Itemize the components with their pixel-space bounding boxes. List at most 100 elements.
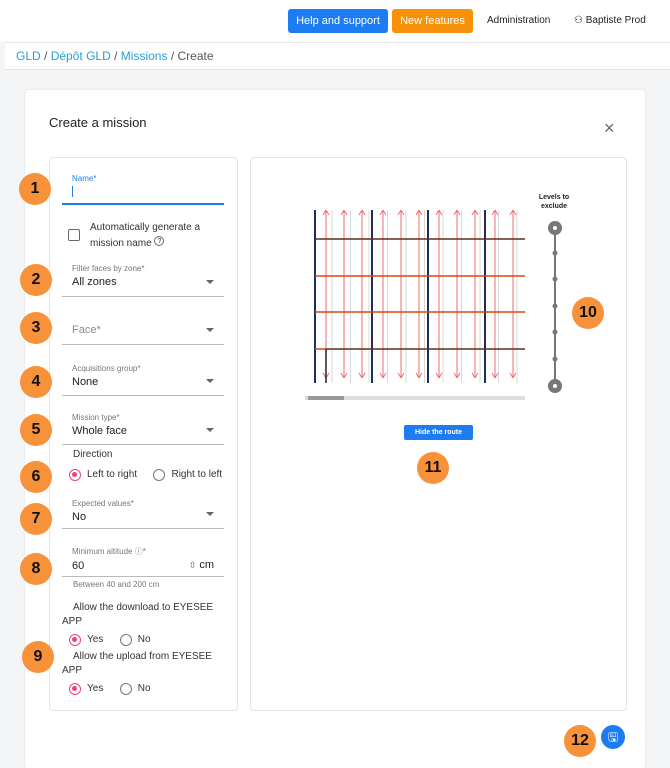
level-mark[interactable] bbox=[552, 329, 558, 335]
mission-type-select[interactable]: Mission type* Whole face bbox=[62, 413, 224, 445]
acq-group-value: None bbox=[72, 376, 99, 388]
chevron-down-icon bbox=[206, 428, 214, 432]
arrow-head bbox=[494, 209, 499, 216]
altitude-label: Minimum altitude bbox=[72, 547, 133, 556]
face-placeholder: Face* bbox=[72, 324, 101, 336]
left-to-right-label: Left to right bbox=[87, 469, 138, 481]
name-label: Name* bbox=[72, 174, 97, 183]
text-cursor bbox=[72, 186, 73, 197]
minimum-altitude-input[interactable]: Minimum altitude ⓘ* 60 ⇳ cm bbox=[62, 546, 224, 577]
top-bar: Help and support New features Administra… bbox=[0, 0, 670, 42]
help-and-support-button[interactable]: Help and support bbox=[288, 9, 388, 33]
altitude-unit: cm bbox=[199, 559, 214, 571]
zone-label: Filter faces by zone* bbox=[72, 264, 145, 273]
breadcrumb-depot[interactable]: Dépôt GLD bbox=[50, 49, 111, 63]
stepper-icon[interactable]: ⇳ bbox=[188, 560, 197, 570]
upload-no-radio[interactable] bbox=[119, 682, 132, 695]
expected-label: Expected values* bbox=[72, 499, 134, 508]
callout-badge-3: 3 bbox=[20, 312, 52, 344]
arrow-head bbox=[361, 209, 366, 216]
new-features-button[interactable]: New features bbox=[392, 9, 473, 33]
hide-route-button[interactable]: Hide the route bbox=[404, 425, 473, 440]
download-label: Allow the download to EYESEE APP bbox=[62, 602, 214, 627]
callout-badge-10: 10 bbox=[572, 297, 604, 329]
arrow-head bbox=[512, 372, 517, 379]
upload-yes-label: Yes bbox=[87, 683, 104, 695]
breadcrumb-separator: / bbox=[114, 49, 118, 63]
slider-handle-center bbox=[553, 226, 557, 230]
callout-badge-1: 1 bbox=[19, 173, 51, 205]
arrow-head bbox=[379, 372, 384, 379]
arrow-head bbox=[322, 209, 327, 216]
upload-radio-group: Yes No bbox=[69, 680, 163, 698]
user-name: Baptiste Prod bbox=[585, 15, 646, 26]
level-mark[interactable] bbox=[552, 276, 558, 282]
arrow-head bbox=[418, 209, 423, 216]
download-no-label: No bbox=[137, 634, 151, 646]
name-input[interactable]: Name* bbox=[62, 174, 224, 205]
arrow-head bbox=[400, 209, 405, 216]
callout-badge-4: 4 bbox=[20, 366, 52, 398]
zone-select[interactable]: Filter faces by zone* All zones bbox=[62, 264, 224, 297]
callout-badge-6: 6 bbox=[20, 461, 52, 493]
breadcrumb-missions[interactable]: Missions bbox=[120, 49, 168, 63]
administration-link[interactable]: Administration bbox=[487, 15, 551, 26]
close-icon[interactable]: × bbox=[604, 118, 615, 138]
callout-badge-2: 2 bbox=[20, 264, 52, 296]
arrow-head bbox=[379, 209, 384, 216]
arrow-head bbox=[456, 209, 461, 216]
arrow-head bbox=[397, 209, 402, 216]
chevron-down-icon bbox=[206, 328, 214, 332]
user-menu[interactable]: ⚇ Baptiste Prod bbox=[574, 15, 646, 26]
right-to-left-label: Right to left bbox=[171, 469, 223, 481]
breadcrumb: GLD / Dépôt GLD / Missions / Create bbox=[5, 42, 670, 70]
level-mark[interactable] bbox=[552, 250, 558, 256]
callout-badge-9: 9 bbox=[22, 641, 54, 673]
help-icon[interactable]: ? bbox=[154, 236, 165, 246]
arrow-head bbox=[343, 372, 348, 379]
upload-yes-radio[interactable] bbox=[69, 682, 81, 695]
download-no-radio[interactable] bbox=[119, 633, 132, 646]
acquisitions-group-select[interactable]: Acquisitions group* None bbox=[62, 364, 224, 396]
download-yes-label: Yes bbox=[87, 634, 104, 646]
arrow-head bbox=[361, 372, 366, 379]
arrow-head bbox=[358, 209, 363, 216]
save-icon[interactable]: 🖫 bbox=[601, 725, 625, 749]
breadcrumb-separator: / bbox=[170, 49, 175, 63]
arrow-head bbox=[358, 372, 363, 379]
auto-name-checkbox[interactable] bbox=[68, 229, 80, 241]
direction-radio-group: Left to right Right to left bbox=[69, 466, 234, 484]
arrow-head bbox=[494, 372, 499, 379]
breadcrumb-gld[interactable]: GLD bbox=[16, 49, 41, 63]
info-icon[interactable]: ⓘ bbox=[134, 547, 143, 556]
arrow-head bbox=[453, 209, 458, 216]
arrow-head bbox=[415, 209, 420, 216]
download-yes-radio[interactable] bbox=[69, 633, 81, 646]
arrow-head bbox=[471, 209, 476, 216]
callout-badge-5: 5 bbox=[20, 414, 52, 446]
upload-label: Allow the upload from EYESEE APP bbox=[62, 651, 212, 676]
person-icon: ⚇ bbox=[574, 15, 586, 26]
level-mark[interactable] bbox=[552, 303, 558, 309]
chevron-down-icon bbox=[206, 512, 214, 516]
arrow-head bbox=[512, 209, 517, 216]
chevron-down-icon bbox=[206, 379, 214, 383]
arrow-head bbox=[509, 209, 514, 216]
arrow-head bbox=[343, 209, 348, 216]
form-panel bbox=[49, 157, 238, 711]
expected-values-select[interactable]: Expected values* No bbox=[62, 499, 224, 529]
arrow-head bbox=[474, 372, 479, 379]
left-to-right-radio[interactable] bbox=[69, 468, 81, 481]
level-mark[interactable] bbox=[552, 356, 558, 362]
dialog-title: Create a mission bbox=[49, 115, 147, 130]
route-diagram bbox=[305, 209, 525, 400]
levels-to-exclude-label: Levels to exclude bbox=[538, 194, 570, 210]
direction-label: Direction bbox=[73, 449, 113, 460]
levels-slider[interactable] bbox=[544, 218, 566, 396]
acq-group-label: Acquisitions group* bbox=[72, 364, 141, 373]
face-select[interactable]: Face* bbox=[62, 314, 224, 345]
right-to-left-radio[interactable] bbox=[153, 468, 166, 481]
callout-badge-8: 8 bbox=[20, 553, 52, 585]
expected-value: No bbox=[72, 511, 87, 523]
slider-handle-center bbox=[553, 384, 557, 388]
